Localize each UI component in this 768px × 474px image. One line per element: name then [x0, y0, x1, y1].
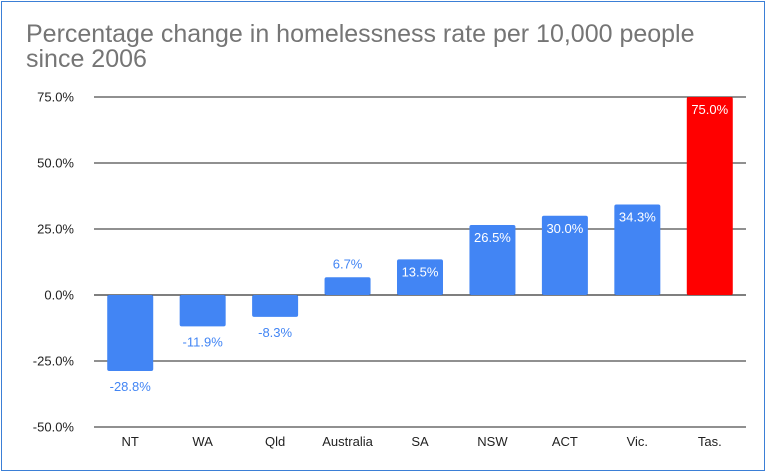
y-tick-label: 25.0%	[37, 222, 74, 237]
y-tick-label: 0.0%	[44, 288, 74, 303]
x-tick-label: Tas.	[698, 434, 722, 449]
y-tick-label: -50.0%	[33, 420, 75, 435]
data-label: -8.3%	[258, 325, 292, 340]
x-tick-label: NT	[122, 434, 139, 449]
data-label: 34.3%	[619, 209, 656, 224]
x-tick-label: Australia	[322, 434, 373, 449]
y-tick-label: 75.0%	[37, 90, 74, 105]
bar-qld	[252, 295, 299, 317]
x-tick-label: Vic.	[627, 434, 648, 449]
data-label: 30.0%	[546, 221, 583, 236]
bar-nsw	[469, 225, 516, 295]
y-tick-label: -25.0%	[33, 354, 75, 369]
bar-tas	[686, 97, 733, 295]
bar-act	[541, 215, 588, 295]
bar-vic	[614, 204, 661, 295]
bar-australia	[324, 277, 371, 295]
data-label: 26.5%	[474, 230, 511, 245]
y-tick-label: 50.0%	[37, 156, 74, 171]
data-label: 75.0%	[691, 102, 728, 117]
bar-wa	[179, 295, 226, 327]
x-tick-label: Qld	[265, 434, 285, 449]
data-label: 13.5%	[402, 264, 439, 279]
data-label: -11.9%	[183, 334, 224, 349]
bar-nt	[107, 295, 154, 372]
data-label: -28.8%	[110, 379, 152, 394]
x-tick-label: WA	[192, 434, 213, 449]
x-tick-label: SA	[411, 434, 429, 449]
chart-title: Percentage change in homelessness rate p…	[26, 20, 695, 73]
bar-sa	[397, 259, 443, 295]
data-label: 6.7%	[333, 256, 363, 271]
x-tick-label: NSW	[477, 434, 508, 449]
x-tick-label: ACT	[552, 434, 578, 449]
